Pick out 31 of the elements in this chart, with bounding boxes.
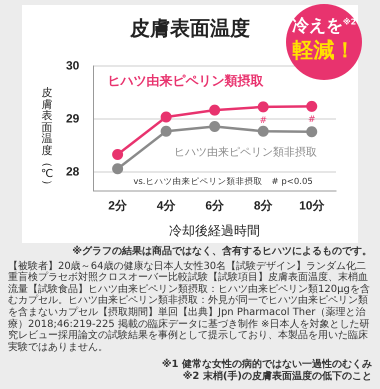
- series-label: ヒハツ由来ピペリン類非摂取: [174, 146, 318, 159]
- text: 冷えを$^{※2}$ 軽減！: [292, 16, 356, 62]
- y-tick-label: 28: [66, 164, 80, 178]
- text: ※1 健常な女性の病的ではない一過性のむくみ: [160, 359, 372, 370]
- text: ※2 末梢(手)の皮膚表面温度の低下のこと: [182, 370, 372, 383]
- annotation: vs.ヒハツ由来ピペリン類非摂取 # p<0.05: [133, 176, 313, 188]
- point: [112, 163, 124, 174]
- text: ※グラフの結果は商品ではなく、含有するヒハツによるものです。: [71, 246, 372, 258]
- point: [258, 126, 269, 137]
- y-tick-label: 30: [66, 58, 80, 73]
- x-tick-label: 2分: [108, 198, 128, 213]
- series-label: ヒハツ由来ピペリン類摂取: [107, 74, 264, 89]
- point: [258, 101, 269, 112]
- point: [306, 126, 318, 138]
- chart-title: 皮膚表面温度: [130, 16, 250, 40]
- point: [306, 100, 318, 112]
- point: [209, 120, 220, 132]
- y-tick-label: 29: [66, 111, 80, 126]
- text: 【被験者】20歳～64歳の健康な日本人女性30名【試験デザイン】ランダム化二重盲検プラセボ対照クロスオーバー比較試験【試験項目】皮膚表面温度、末梢血流量【試験食品】ヒハツ由来ピペリン類摂取：ヒハツ由来ピペリン類120μgを含むカプセル。ヒハツ由来ピペリン類非摂取：外見が同一でヒハツ由来ピペリン類を含まないカプセル【摂取期間】単回【出典】Jpn Pharmacol Ther（薬理と治療）2018;46:219-225 掲載の臨床データに基づき制作 ※日本人を対象とした研究レビュー採用論文の試験結果を事例として提示しており、本製品を用いた臨床実験ではありません。: [8, 260, 371, 354]
- point: [160, 126, 172, 137]
- x-tick-label: 10分: [299, 198, 326, 213]
- point: [209, 104, 220, 116]
- point: [112, 149, 124, 160]
- x-tick-label: 6分: [205, 198, 226, 213]
- text: 皮膚表面温度（℃）: [40, 86, 54, 191]
- x-tick-label: 8分: [254, 198, 274, 213]
- point: [160, 111, 172, 122]
- x-axis-title: 冷却後経過時間: [169, 222, 260, 238]
- annotation: #: [308, 115, 316, 126]
- x-tick-label: 4分: [156, 198, 176, 213]
- annotation: #: [259, 116, 267, 126]
